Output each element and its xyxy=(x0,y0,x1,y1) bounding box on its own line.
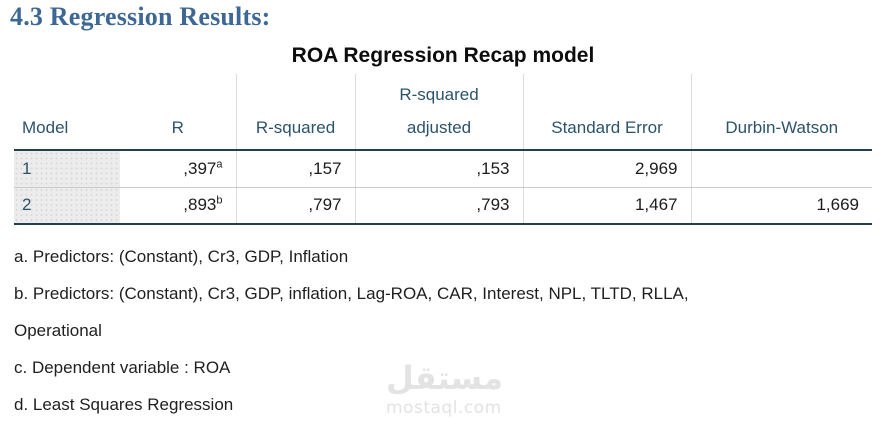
footnote-a: a. Predictors: (Constant), Cr3, GDP, Inf… xyxy=(14,247,349,266)
mostaql-watermark: مستقل mostaql.com xyxy=(386,358,504,418)
cell-durbin-watson-2: 1,669 xyxy=(690,187,872,225)
regression-results-table: Model R R-squared R-squared adjusted Sta… xyxy=(14,74,872,225)
cell-standard-error-1: 2,969 xyxy=(522,150,691,188)
value-r-2: ,893 xyxy=(183,195,217,215)
footnote-d: d. Least Squares Regression xyxy=(14,395,234,414)
table-header-row: Model R R-squared R-squared adjusted Sta… xyxy=(14,74,872,151)
cell-r-1: ,397a xyxy=(120,150,236,188)
cell-standard-error-2: 1,467 xyxy=(522,187,691,225)
cell-model-2: 2 xyxy=(14,187,120,225)
value-r-1: ,397 xyxy=(183,158,217,178)
column-header-r: R xyxy=(120,74,236,151)
column-header-durbin-watson: Durbin-Watson xyxy=(690,74,872,151)
mostaql-domain-text: mostaql.com xyxy=(386,398,502,418)
cell-r-squared-adjusted-1: ,153 xyxy=(354,150,523,188)
column-header-r-label: R xyxy=(171,118,184,137)
column-header-model: Model xyxy=(14,74,120,151)
column-header-durbin-watson-label: Durbin-Watson xyxy=(725,118,839,137)
column-header-standard-error: Standard Error xyxy=(522,74,691,151)
column-header-adjusted-line1: R-squared xyxy=(399,85,479,104)
cell-r-2: ,893b xyxy=(120,187,236,225)
section-heading: 4.3 Regression Results: xyxy=(10,2,271,31)
cell-r-squared-2: ,797 xyxy=(235,187,355,225)
column-header-adjusted-line2: adjusted xyxy=(406,118,472,137)
cell-r-squared-adjusted-2: ,793 xyxy=(354,187,523,225)
table-title: ROA Regression Recap model xyxy=(291,44,595,67)
column-header-model-label: Model xyxy=(22,118,69,137)
superscript-b: b xyxy=(216,194,223,207)
footnote-b-line1: b. Predictors: (Constant), Cr3, GDP, inf… xyxy=(14,284,689,303)
cell-r-squared-1: ,157 xyxy=(235,150,355,188)
column-header-r-squared: R-squared xyxy=(235,74,355,151)
cell-durbin-watson-1 xyxy=(690,150,872,188)
footnote-b-line2: Operational xyxy=(14,321,102,340)
cell-model-1: 1 xyxy=(14,150,120,188)
table-row-model-2: 2 ,893b ,797 ,793 1,467 1,669 xyxy=(14,187,872,225)
column-header-standard-error-label: Standard Error xyxy=(551,118,663,137)
footnote-c: c. Dependent variable : ROA xyxy=(14,358,231,377)
superscript-a: a xyxy=(216,158,223,171)
column-header-r-squared-adjusted: R-squared adjusted xyxy=(354,74,523,151)
table-footnotes: a. Predictors: (Constant), Cr3, GDP, Inf… xyxy=(14,238,858,423)
column-header-r-squared-label: R-squared xyxy=(255,118,336,137)
mostaql-logo-arabic: مستقل xyxy=(386,359,504,397)
table-row-model-1: 1 ,397a ,157 ,153 2,969 xyxy=(14,150,872,188)
